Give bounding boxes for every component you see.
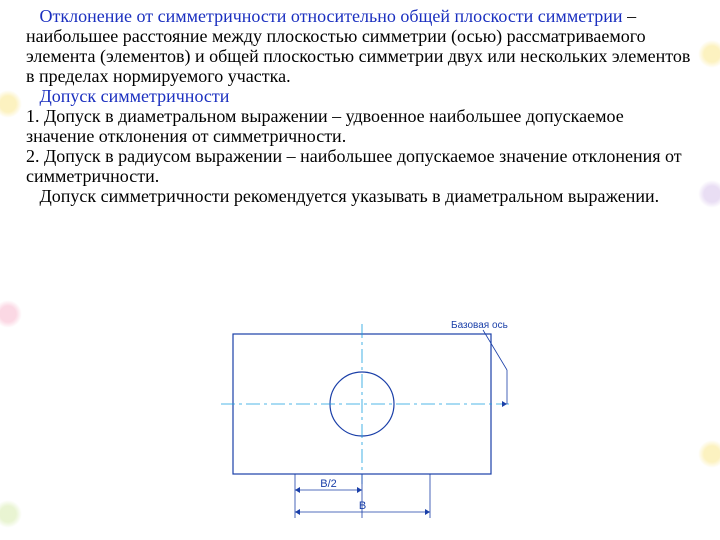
- decor-flower: [0, 300, 22, 328]
- dim-full-label: B: [359, 500, 366, 512]
- dim-half-label: B/2: [320, 478, 337, 490]
- paragraph-3: Допуск симметричности рекомендуется указ…: [26, 186, 694, 206]
- symmetry-diagram: Базовая ось B/2 B: [195, 312, 525, 527]
- paragraph-1: Отклонение от симметричности относительн…: [26, 6, 694, 86]
- slide-text: Отклонение от симметричности относительн…: [26, 6, 694, 206]
- decoration-right: [700, 0, 720, 540]
- diagram-svg: Базовая ось B/2 B: [195, 312, 525, 527]
- decoration-left: [0, 0, 20, 540]
- term-2: Допуск симметричности: [40, 86, 230, 106]
- decor-flower: [698, 40, 720, 68]
- decor-flower: [0, 500, 22, 528]
- list-item-2: 2. Допуск в радиусом выражении – наиболь…: [26, 146, 694, 186]
- para3-text: Допуск симметричности рекомендуется указ…: [40, 186, 660, 206]
- decor-flower: [698, 440, 720, 468]
- list-item-1: 1. Допуск в диаметральном выражении – уд…: [26, 106, 694, 146]
- axis-label: Базовая ось: [451, 320, 508, 331]
- decor-flower: [698, 180, 720, 208]
- term-1: Отклонение от симметричности относительн…: [40, 6, 623, 26]
- term-2-line: Допуск симметричности: [26, 86, 694, 106]
- decor-flower: [0, 90, 22, 118]
